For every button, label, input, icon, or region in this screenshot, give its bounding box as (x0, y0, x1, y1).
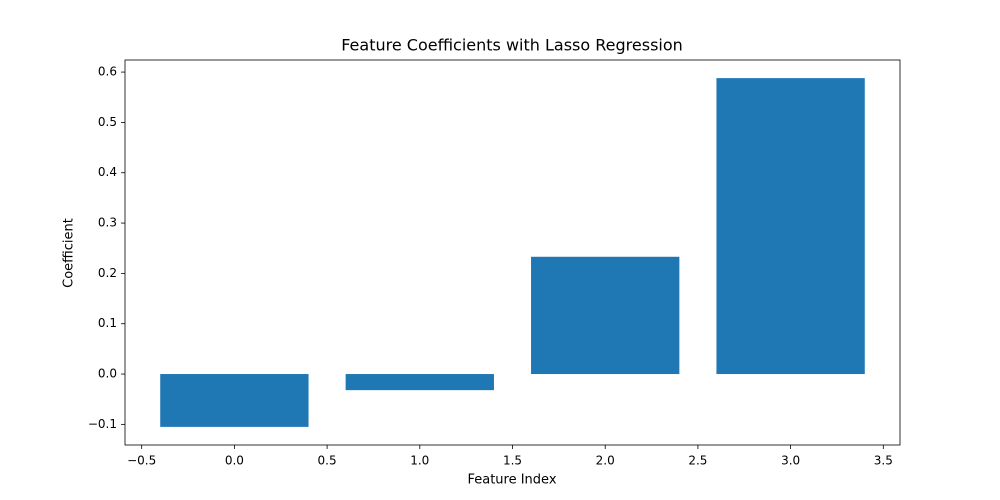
bar (160, 374, 309, 427)
y-tick-label: 0.0 (98, 367, 117, 381)
x-tick-label: 3.0 (781, 454, 800, 468)
plot-frame (124, 59, 901, 446)
bar (531, 256, 680, 375)
chart-title: Feature Coefficients with Lasso Regressi… (341, 36, 683, 55)
y-tick-label: 0.5 (98, 115, 117, 129)
y-axis-label: Coefficient (62, 218, 77, 288)
x-tick-label: 2.5 (688, 454, 707, 468)
x-tick-label: 1.5 (503, 454, 522, 468)
y-tick-label: 0.6 (98, 65, 117, 79)
x-tick-label: −0.5 (127, 454, 156, 468)
y-tick-label: −0.1 (88, 417, 117, 431)
x-tick-label: 1.0 (410, 454, 429, 468)
y-tick-label: 0.4 (98, 165, 117, 179)
y-tick-label: 0.1 (98, 316, 117, 330)
y-tick-label: 0.3 (98, 216, 117, 230)
bar (345, 374, 494, 391)
x-tick-label: 2.0 (596, 454, 615, 468)
x-tick-label: 0.0 (225, 454, 244, 468)
x-axis-label: Feature Index (467, 473, 556, 488)
x-tick-label: 3.5 (874, 454, 893, 468)
bar (716, 78, 865, 375)
x-tick-label: 0.5 (318, 454, 337, 468)
y-tick-label: 0.2 (98, 266, 117, 280)
